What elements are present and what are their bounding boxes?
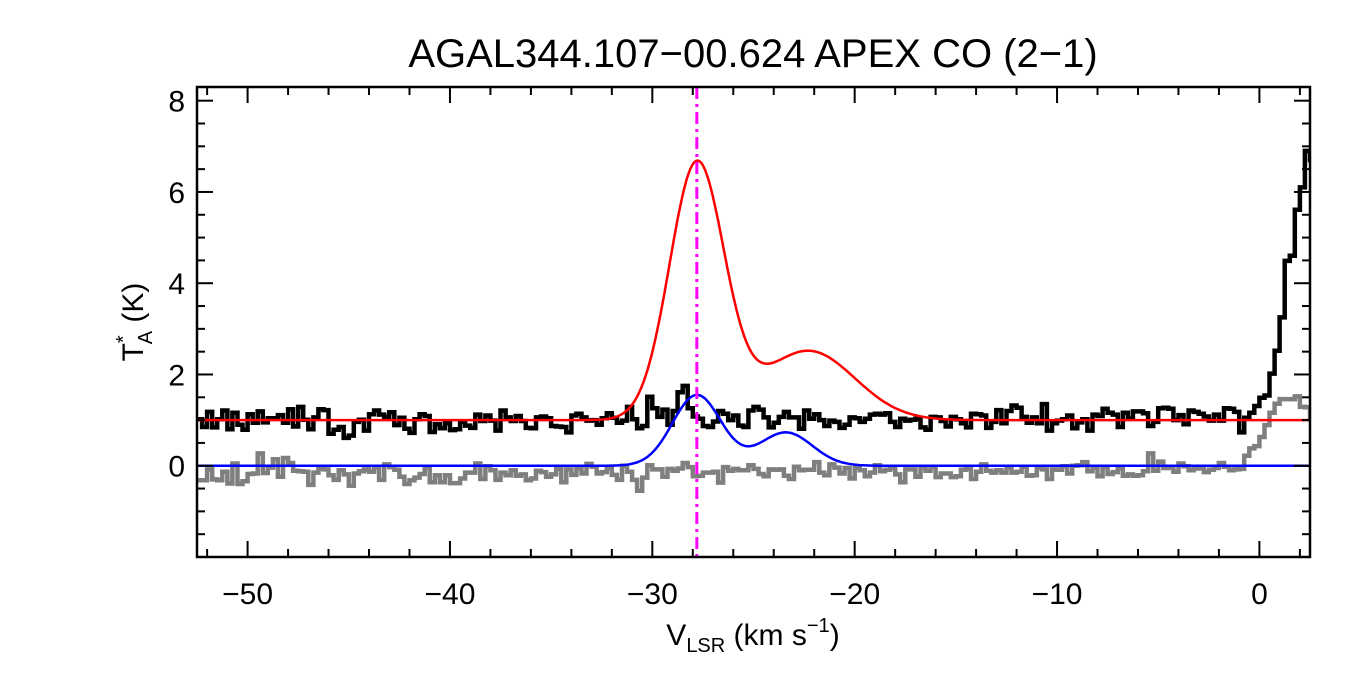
x-tick-label: −20 xyxy=(829,578,880,611)
series-residual-spectrum xyxy=(197,394,1310,494)
x-tick-label: −40 xyxy=(425,578,476,611)
y-tick-label: 0 xyxy=(168,451,185,484)
series-fit-components-curve xyxy=(197,393,1310,467)
x-tick-label: 0 xyxy=(1251,578,1268,611)
y-tick-label: 4 xyxy=(168,268,185,301)
axis-ticks: −50 −40 −30 −20 −10 0 0 2 4 6 8 xyxy=(168,86,1310,611)
x-tick-label: −50 xyxy=(222,578,273,611)
y-tick-label: 8 xyxy=(168,86,185,119)
chart-title: AGAL344.107−00.624 APEX CO (2−1) xyxy=(408,32,1097,76)
x-tick-label: −10 xyxy=(1032,578,1083,611)
series-fit-offset-curve xyxy=(197,159,1310,422)
series-layer xyxy=(197,148,1310,494)
x-axis-label: VLSR (km s−1) xyxy=(666,615,839,657)
x-tick-label: −30 xyxy=(627,578,678,611)
y-tick-label: 2 xyxy=(168,359,185,392)
y-axis-label: T*A (K) xyxy=(113,283,157,362)
y-tick-label: 6 xyxy=(168,177,185,210)
series-observed-spectrum xyxy=(197,148,1310,441)
plot-frame xyxy=(195,85,1312,559)
